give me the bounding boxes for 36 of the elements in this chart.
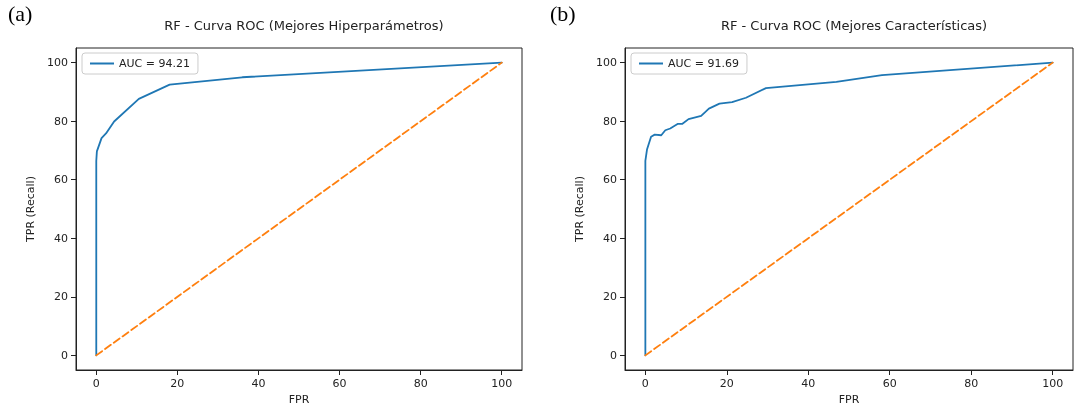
y-tick-label: 100: [47, 56, 68, 70]
y-tick-label: 40: [603, 231, 617, 245]
text: (a): [8, 0, 33, 26]
y-tick-label: 80: [603, 114, 617, 128]
x-tick-label: 80: [413, 377, 428, 390]
y-tick-label: 60: [603, 173, 617, 187]
line-series: [95, 61, 503, 357]
x-tick-label: 100: [491, 377, 513, 390]
legend-label: AUC = 94.21: [119, 57, 190, 70]
y-tick-label: 80: [54, 114, 68, 128]
x-tick-label: 60: [882, 377, 897, 390]
y-axis-title: TPR (Recall): [573, 176, 587, 243]
line-series: [644, 61, 1054, 357]
y-tick-label: 20: [603, 290, 617, 304]
x-tick-label: 20: [719, 377, 734, 390]
y-tick-label: 60: [54, 173, 68, 187]
x-axis-title: FPR: [838, 393, 860, 406]
y-tick-label: 20: [54, 290, 68, 304]
x-tick-label: 60: [332, 377, 347, 390]
x-tick-label: 20: [170, 377, 185, 390]
x-tick-label: 40: [251, 377, 266, 390]
x-tick-label: 100: [1042, 377, 1064, 390]
y-tick-label: 0: [610, 348, 617, 362]
y-axis-title: TPR (Recall): [24, 176, 38, 243]
text: (b): [550, 0, 576, 26]
x-tick-label: 0: [92, 377, 100, 390]
y-tick-label: 40: [54, 231, 68, 245]
y-tick-label: 100: [596, 56, 617, 70]
chart-title: RF - Curva ROC (Mejores Características): [720, 18, 988, 33]
legend-label: AUC = 91.69: [668, 57, 739, 70]
y-tick-label: 0: [61, 348, 68, 362]
x-axis-title: FPR: [288, 393, 310, 406]
x-tick-label: 80: [964, 377, 979, 390]
chart-title: RF - Curva ROC (Mejores Hiperparámetros): [164, 18, 444, 33]
x-tick-label: 40: [801, 377, 816, 390]
x-tick-label: 0: [641, 377, 649, 390]
